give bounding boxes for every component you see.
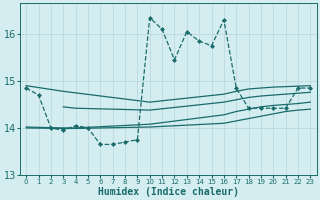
X-axis label: Humidex (Indice chaleur): Humidex (Indice chaleur) <box>98 186 239 197</box>
